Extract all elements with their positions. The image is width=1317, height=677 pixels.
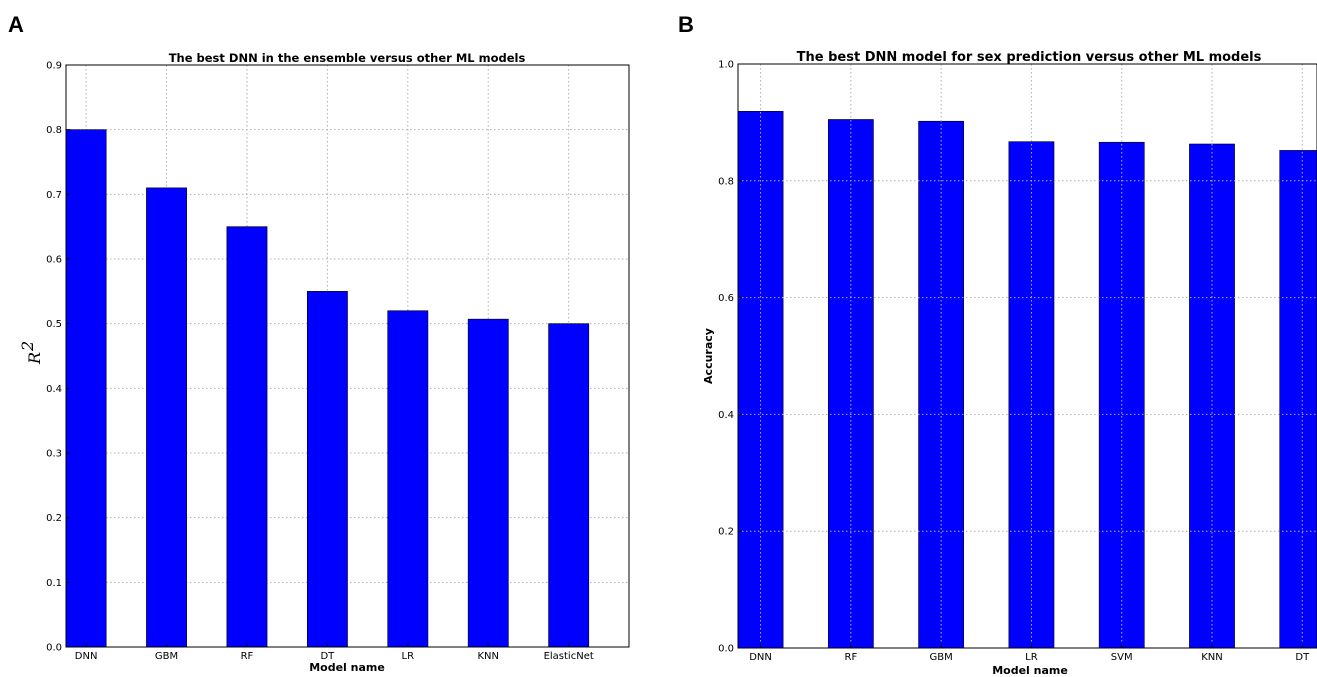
y-tick-label: 0.7 — [46, 190, 62, 201]
x-tick-label-dt: DT — [320, 651, 335, 662]
y-tick-label: 0.4 — [46, 384, 62, 395]
y-tick-label: 0.2 — [718, 527, 734, 538]
x-tick-label-dt: DT — [1295, 652, 1310, 663]
bar-svm — [1098, 141, 1145, 649]
y-tick-label: 0.4 — [718, 410, 734, 421]
y-axis-label-superscript: 2 — [18, 341, 37, 352]
y-tick-label: 0.6 — [46, 255, 62, 266]
y-tick-label: 0.8 — [718, 176, 734, 187]
y-tick-label: 1.0 — [718, 60, 734, 71]
x-tick-label-lr: LR — [402, 651, 415, 662]
chart-title: The best DNN model for sex prediction ve… — [797, 50, 1262, 65]
x-axis-label: Model name — [309, 661, 385, 674]
y-tick-label: 0.3 — [46, 449, 62, 460]
bar-dnn — [65, 129, 107, 648]
bar-dt — [1279, 150, 1317, 649]
x-tick-label-knn: KNN — [477, 651, 499, 662]
bar-elasticnet — [548, 323, 590, 648]
x-tick-label-elasticnet: ElasticNet — [544, 651, 594, 662]
y-tick-label: 0.1 — [46, 578, 62, 589]
x-tick-label-svm: SVM — [1111, 652, 1133, 663]
x-tick-label-knn: KNN — [1201, 652, 1223, 663]
x-tick-label-dnn: DNN — [75, 651, 98, 662]
y-axis-label: R2 — [18, 341, 44, 365]
y-tick-label: 0.0 — [46, 643, 62, 654]
x-tick-label-lr: LR — [1025, 652, 1038, 663]
bar-dnn — [738, 111, 784, 649]
x-tick-label-gbm: GBM — [155, 651, 178, 662]
bar-dt — [306, 291, 348, 648]
bar-lr — [1008, 141, 1055, 649]
x-tick-label-gbm: GBM — [930, 652, 953, 663]
y-tick-label: 0.9 — [46, 61, 62, 72]
x-tick-label-dnn: DNN — [749, 652, 772, 663]
y-axis-label: Accuracy — [702, 328, 715, 384]
panel-label-b: B — [678, 12, 694, 37]
y-tick-label: 0.2 — [46, 513, 62, 524]
y-tick-label: 0.8 — [46, 125, 62, 136]
x-tick-label-rf: RF — [241, 651, 254, 662]
bar-gbm — [146, 187, 187, 648]
chart-title: The best DNN in the ensemble versus othe… — [169, 51, 526, 65]
plot-frame — [65, 64, 630, 648]
y-axis-label-base: R — [25, 352, 44, 365]
x-axis-label: Model name — [992, 664, 1068, 677]
y-tick-label: 0.6 — [718, 293, 734, 304]
chart-a: 0.0 0.1 0.2 0.3 0.4 0.5 0.6 0.7 0.8 0.9 DNN GBM RF DT… — [18, 51, 630, 674]
bar-knn — [467, 318, 509, 648]
chart-b: 0.0 0.2 0.4 0.6 0.8 1.0 DNN RF GBM LR SVM KNN DT The … — [702, 50, 1317, 677]
bar-lr — [387, 310, 429, 648]
bar-rf — [827, 119, 874, 649]
x-tick-label-rf: RF — [845, 652, 858, 663]
y-tick-label: 0.0 — [718, 644, 734, 655]
bar-rf — [226, 226, 268, 648]
y-tick-label: 0.5 — [46, 319, 62, 330]
plot-frame — [737, 63, 1317, 649]
panel-label-a: A — [8, 12, 24, 37]
plot-area — [738, 111, 1317, 649]
